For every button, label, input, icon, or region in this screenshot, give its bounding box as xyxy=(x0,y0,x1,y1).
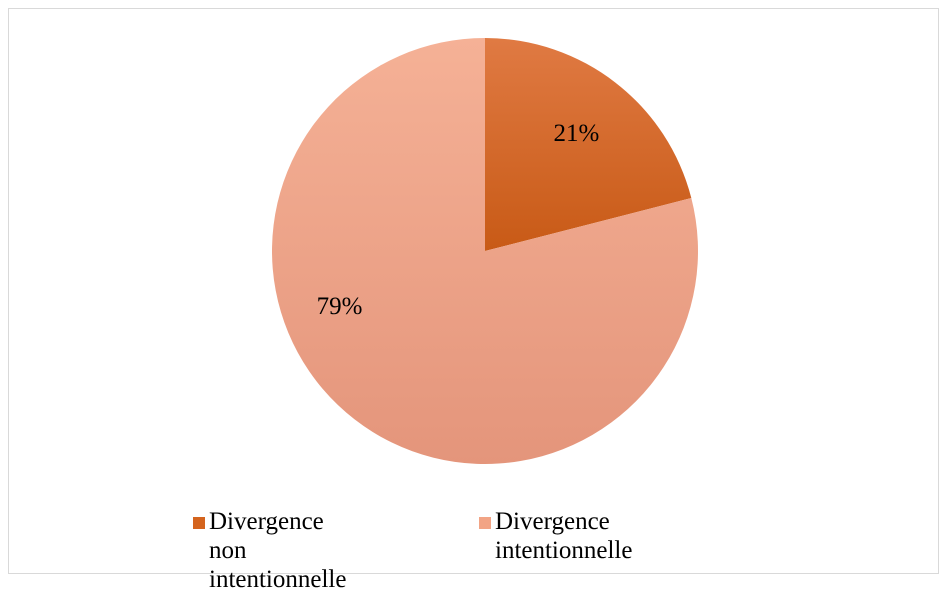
legend-swatch-non-intentional xyxy=(193,517,205,529)
pie-chart: 21% 79% xyxy=(272,38,699,464)
pie-slice-non-intentional xyxy=(485,38,692,251)
pie-slice-intentional xyxy=(272,38,699,464)
legend-label-non-intentional: Divergence non intentionnelle xyxy=(209,508,347,593)
chart-area: 21% 79% Divergence non intentionnelle Div… xyxy=(8,8,939,593)
legend-swatch-intentional xyxy=(479,517,491,529)
data-label-non-intentional: 21% xyxy=(553,120,599,147)
legend-label-intentional: Divergence intentionnelle xyxy=(495,508,633,564)
data-label-intentional: 79% xyxy=(317,293,363,320)
